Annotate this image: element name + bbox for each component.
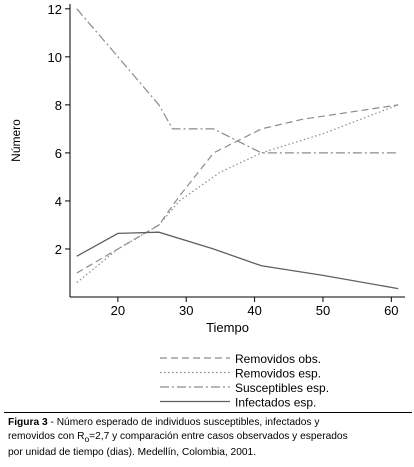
series-line-4 bbox=[76, 231, 399, 290]
caption-line2-post: =2,7 y comparación entre casos observado… bbox=[89, 431, 348, 442]
series-line-2 bbox=[76, 104, 399, 284]
series-line-3 bbox=[76, 8, 399, 154]
caption-line3: por unidad de tiempo (dias). Medellín, C… bbox=[8, 447, 257, 459]
y-tick-label: 2 bbox=[55, 242, 62, 257]
series-layer bbox=[76, 8, 399, 290]
caption-line1: - Número esperado de individuos suscepti… bbox=[47, 417, 320, 428]
x-tick-label: 30 bbox=[179, 303, 193, 318]
x-axis-label: Tiempo bbox=[206, 320, 249, 335]
caption-label: Figura 3 bbox=[8, 417, 48, 428]
legend-label-4: Infectados esp. bbox=[235, 396, 316, 410]
figure-caption: Figura 3 - Número esperado de individuos… bbox=[8, 416, 406, 460]
x-ticks: 20 30 40 50 60 bbox=[111, 297, 399, 318]
y-tick-label: 12 bbox=[48, 2, 62, 17]
series-line-1 bbox=[76, 104, 399, 274]
x-tick-label: 20 bbox=[111, 303, 125, 318]
legend: Removidos obs.Removidos esp.Susceptibles… bbox=[160, 352, 329, 410]
legend-label-2: Removidos esp. bbox=[235, 367, 321, 381]
y-tick-label: 6 bbox=[55, 146, 62, 161]
legend-label-3: Susceptibles esp. bbox=[235, 381, 329, 395]
y-axis-label: Número bbox=[9, 119, 23, 162]
x-tick-label: 60 bbox=[384, 303, 398, 318]
legend-label-1: Removidos obs. bbox=[235, 352, 321, 366]
y-tick-label: 8 bbox=[55, 98, 62, 113]
x-tick-label: 50 bbox=[316, 303, 330, 318]
x-tick-label: 40 bbox=[247, 303, 261, 318]
y-ticks: 2 4 6 8 10 12 bbox=[48, 2, 70, 257]
line-chart: 20 30 40 50 60 2 4 6 8 10 12 Tiempo Número Removi… bbox=[9, 2, 405, 410]
caption-line2-sub: o bbox=[84, 434, 90, 445]
caption-divider bbox=[4, 412, 412, 413]
plot-frame bbox=[69, 4, 405, 298]
y-tick-label: 10 bbox=[48, 50, 62, 65]
caption-line2-pre: removidos con R bbox=[8, 431, 85, 442]
y-tick-label: 4 bbox=[55, 194, 62, 209]
